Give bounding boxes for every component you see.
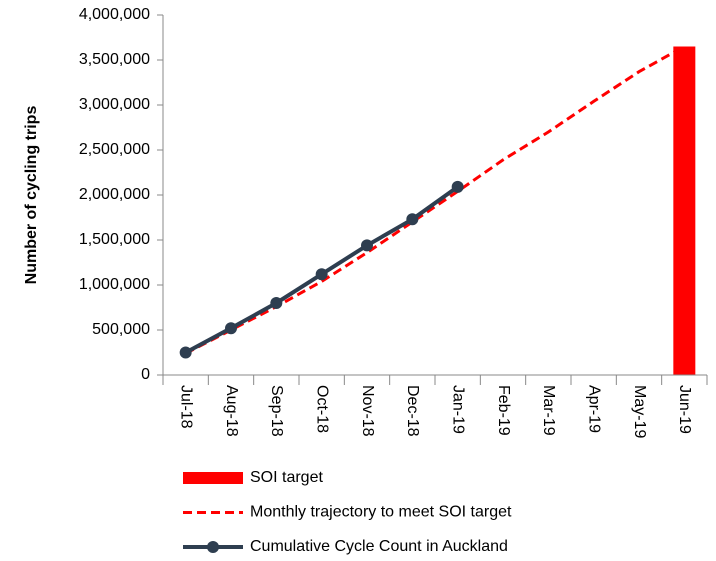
x-tick-label: Sep-18 bbox=[268, 385, 285, 437]
marker bbox=[225, 322, 237, 335]
y-tick-label: 2,000,000 bbox=[79, 186, 150, 203]
y-tick-label: 1,500,000 bbox=[79, 231, 150, 248]
legend-swatch bbox=[183, 472, 243, 484]
legend-marker bbox=[207, 541, 219, 553]
y-tick-label: 1,000,000 bbox=[79, 276, 150, 293]
x-tick-label: Feb-19 bbox=[495, 385, 512, 436]
marker bbox=[179, 346, 192, 359]
y-tick-label: 3,500,000 bbox=[79, 51, 150, 68]
marker bbox=[361, 239, 373, 252]
x-tick-label: Jul-18 bbox=[177, 385, 194, 429]
y-tick-label: 4,000,000 bbox=[79, 6, 150, 23]
x-tick-label: Oct-18 bbox=[313, 385, 330, 433]
x-tick-label: Dec-18 bbox=[404, 385, 421, 437]
bar bbox=[673, 46, 696, 375]
x-tick-label: Jan-19 bbox=[449, 385, 466, 434]
line-series bbox=[184, 45, 686, 355]
legend-label: Monthly trajectory to meet SOI target bbox=[250, 504, 512, 521]
x-tick-label: Jun-19 bbox=[676, 385, 693, 434]
x-tick-label: Apr-19 bbox=[585, 385, 602, 433]
y-tick-label: 500,000 bbox=[92, 321, 150, 338]
marker bbox=[406, 213, 419, 226]
marker bbox=[451, 180, 464, 193]
x-tick-label: Nov-18 bbox=[359, 385, 376, 437]
legend-label: SOI target bbox=[250, 469, 323, 486]
x-tick-label: Aug-18 bbox=[223, 385, 240, 437]
x-tick-label: Mar-19 bbox=[540, 385, 557, 436]
marker bbox=[270, 297, 283, 309]
y-tick-label: 2,500,000 bbox=[79, 141, 150, 158]
x-tick-label: May-19 bbox=[631, 385, 648, 438]
y-axis-label: Number of cycling trips bbox=[23, 106, 40, 285]
marker bbox=[315, 268, 328, 281]
y-tick-label: 3,000,000 bbox=[79, 96, 150, 113]
legend-label: Cumulative Cycle Count in Auckland bbox=[250, 538, 508, 555]
y-tick-label: 0 bbox=[141, 366, 150, 383]
